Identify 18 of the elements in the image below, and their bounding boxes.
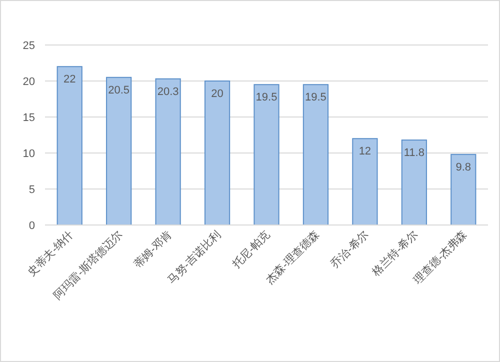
data-label: 9.8 xyxy=(456,161,472,174)
y-tick-label: 20 xyxy=(22,76,35,88)
y-tick-label: 10 xyxy=(22,148,35,160)
data-label: 12 xyxy=(358,146,372,158)
y-tick-label: 0 xyxy=(28,220,35,232)
data-label: 20.3 xyxy=(157,86,179,98)
data-label: 19.5 xyxy=(256,92,278,104)
data-label: 11.8 xyxy=(404,147,424,160)
data-label: 20 xyxy=(211,88,224,100)
y-tick-label: 25 xyxy=(22,40,35,52)
x-tick-label: 托尼-帕克 xyxy=(229,228,273,272)
data-label: 20.5 xyxy=(108,84,130,96)
data-label: 19.5 xyxy=(305,92,326,104)
x-tick-label: 乔治-希尔 xyxy=(328,228,372,271)
x-tick-label: 蒂姆-邓肯 xyxy=(131,228,174,271)
y-tick-label: 15 xyxy=(22,112,35,124)
y-tick-label: 5 xyxy=(28,184,35,196)
data-label: 22 xyxy=(63,74,76,86)
